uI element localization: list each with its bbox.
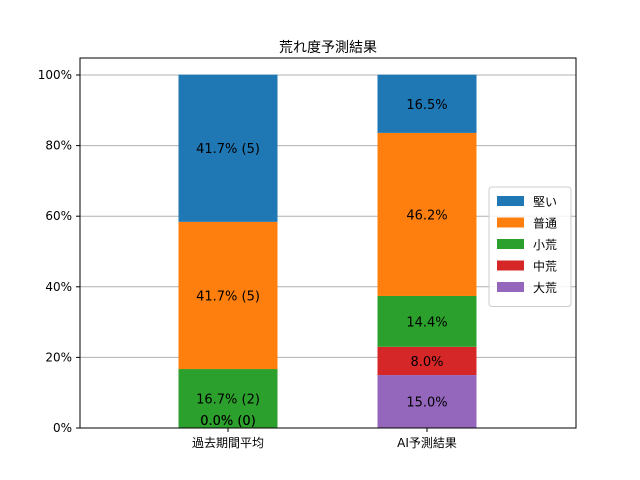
legend-swatch [497,217,524,228]
bar-segment [377,74,477,133]
bar-value-label: 16.5% [406,98,447,113]
bar-value-label: 16.7% (2) [196,393,260,408]
legend-label: 中荒 [533,259,557,274]
y-tick-label: 0% [53,421,72,435]
bar-segment [178,221,278,370]
y-axis: 0% 20% 40% 60% 80% 100% [38,68,80,435]
zero-value-label: 0.0% (0) [200,414,256,429]
bar-value-label: 41.7% (5) [196,289,260,304]
bar-segment [377,375,477,428]
legend-label: 堅い [533,195,557,209]
bar-value-label: 14.4% [406,315,447,330]
x-tick-label: 過去期間平均 [192,436,264,450]
legend-label: 普通 [533,217,557,231]
legend-box [488,186,572,307]
x-tick-label: AI予測結果 [397,436,457,450]
legend-swatch [497,196,524,206]
y-tick-label: 60% [45,209,72,223]
legend-swatch [497,239,524,249]
data-labels: 16.7% (2) 41.7% (5) 41.7% (5) 15.0% 8.0% 14.4… [196,98,448,429]
legend-swatch [497,260,524,271]
y-tick-label: 100% [38,68,72,82]
bars [178,74,477,428]
plot-frame [79,57,577,429]
bar-value-label: 46.2% [406,208,447,223]
bar-value-label: 8.0% [410,355,443,370]
bar-value-label: 15.0% [406,396,447,411]
legend-label: 小荒 [533,238,557,252]
legend-label: 大荒 [533,281,557,295]
zero-value-label: 0.0% (0) [200,414,256,429]
legend-swatch [497,282,524,292]
y-tick-label: 20% [45,350,72,364]
bar-segment [178,369,278,428]
x-axis: 過去期間平均 AI予測結果 [192,428,457,450]
bar-segment [377,132,477,296]
y-tick-label: 40% [45,280,72,294]
bar-value-label: 41.7% (5) [196,142,260,157]
chart-title: 荒れ度予測結果 [279,40,377,56]
y-tick-label: 80% [45,139,72,153]
bar-segment [377,346,477,376]
bar-segment [377,295,477,347]
bar-segment [178,74,278,222]
